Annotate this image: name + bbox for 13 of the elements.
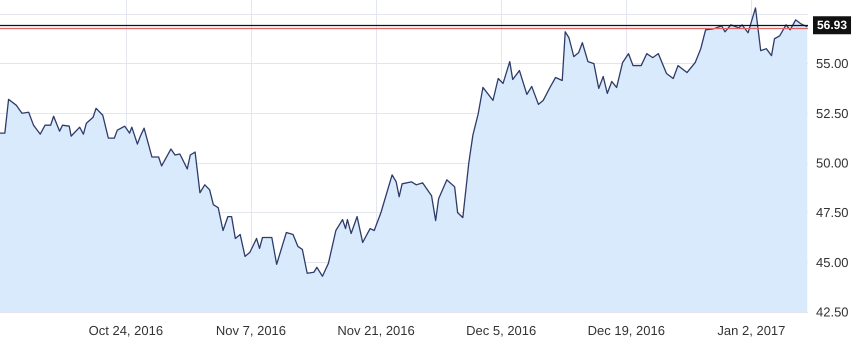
x-tick-label: Nov 21, 2016 (337, 323, 415, 338)
y-tick-label: 42.50 (816, 304, 849, 320)
x-tick-label: Jan 2, 2017 (717, 323, 786, 338)
y-tick-label: 52.50 (816, 106, 849, 121)
ref-line-label: 56.93 (817, 18, 848, 32)
x-tick-label: Dec 5, 2016 (466, 323, 536, 338)
y-tick-label: 45.00 (816, 254, 849, 270)
y-tick-label: 47.50 (816, 205, 849, 220)
x-tick-label: Dec 19, 2016 (588, 323, 665, 338)
y-tick-label: 55.00 (816, 56, 849, 72)
x-tick-label: Oct 24, 2016 (88, 323, 164, 338)
y-tick-label: 50.00 (816, 155, 849, 170)
x-tick-label: Nov 7, 2016 (216, 323, 286, 338)
